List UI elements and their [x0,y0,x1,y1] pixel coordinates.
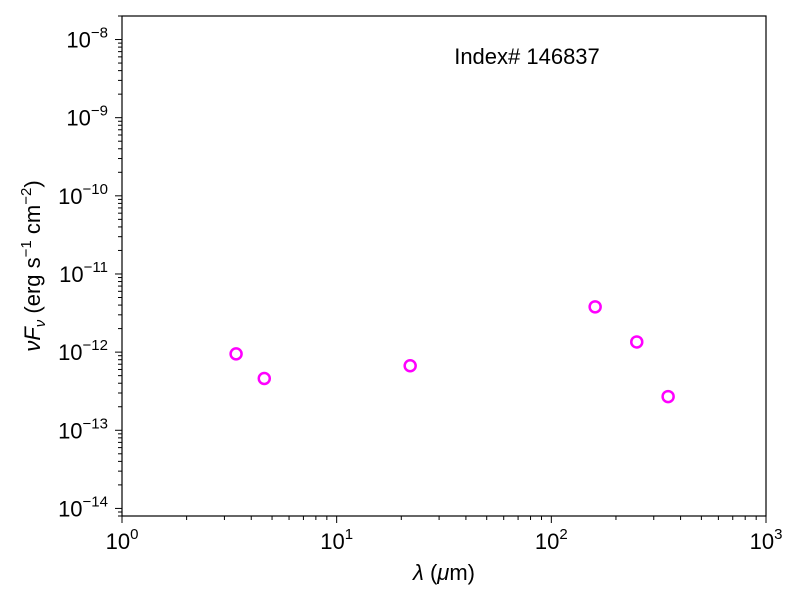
x-tick-label: 101 [320,526,353,554]
index-annotation: Index# 146837 [454,44,600,69]
y-tick-label: 10−10 [58,181,108,209]
data-point [403,358,417,373]
data-point [661,389,675,404]
y-tick-label: 10−13 [58,415,108,443]
y-axis-label: νFν (erg s−1 cm−2) [18,180,49,351]
x-tick-label: 100 [106,526,139,554]
data-point [257,371,272,386]
x-tick-label: 103 [750,526,783,554]
data-points [229,300,675,404]
y-tick-label: 10−14 [58,493,108,521]
plot-frame [121,15,767,517]
axis-ticks: 100 101 102 103 10−14 10−13 10−12 10−11 10−10 10−… [58,15,783,554]
y-tick-label: 10−9 [66,103,108,131]
data-point [588,300,602,314]
x-tick-label: 102 [535,526,568,554]
data-point [630,335,644,349]
data-point [229,347,243,361]
y-tick-label: 10−12 [58,337,108,365]
y-tick-label: 10−8 [66,25,108,53]
y-tick-label: 10−11 [59,259,108,287]
x-axis-label: λ (μm) [412,560,475,585]
